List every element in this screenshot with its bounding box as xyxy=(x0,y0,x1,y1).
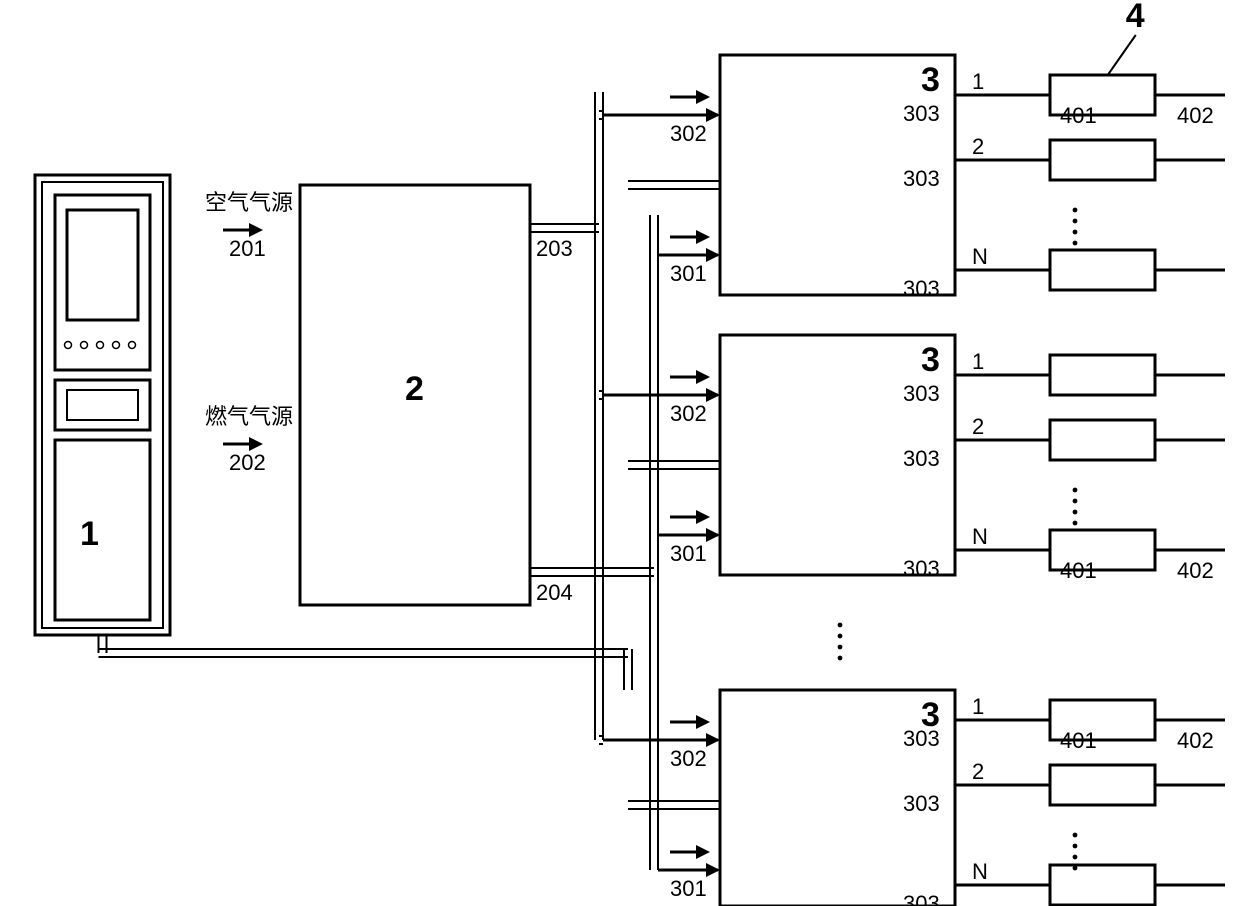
port-302-2: 302 xyxy=(670,746,707,771)
port-401-0-0: 401 xyxy=(1060,103,1097,128)
diagram-root: 12空气气源201燃气气源202203204330230130314014023… xyxy=(0,0,1240,906)
out-index-0-2: N xyxy=(972,244,988,269)
out-index-1-2: N xyxy=(972,524,988,549)
burner-box-0-2 xyxy=(1050,250,1155,290)
burner-box-1-1 xyxy=(1050,420,1155,460)
control-bus xyxy=(99,635,629,657)
port-402-0-0: 402 xyxy=(1177,103,1214,128)
out-index-2-1: 2 xyxy=(972,759,984,784)
port-301-1: 301 xyxy=(670,541,707,566)
fuel-source-num: 202 xyxy=(229,450,266,475)
port-303-2-0: 303 xyxy=(903,726,940,751)
fuel-source-label: 燃气气源 xyxy=(205,404,293,429)
port-303-2-1: 303 xyxy=(903,791,940,816)
air-source-label: 空气气源 xyxy=(205,190,293,215)
port-204: 204 xyxy=(536,580,573,605)
port-402-1-2: 402 xyxy=(1177,558,1214,583)
port-303-2-2: 303 xyxy=(903,891,940,906)
out-index-0-1: 2 xyxy=(972,134,984,159)
port-302-1: 302 xyxy=(670,401,707,426)
marker-4-label: 4 xyxy=(1126,0,1145,35)
controller-box: 1 xyxy=(35,175,170,635)
vertical-buses: 203 204 xyxy=(530,92,658,870)
box3-label-1: 3 xyxy=(921,341,940,379)
distributor-group-1: 3 302 301 303 1 303 2 303 N 401 402 xyxy=(599,335,1225,583)
burner-box-2-2 xyxy=(1050,865,1155,905)
box1-label: 1 xyxy=(80,515,99,553)
port-401-1-2: 401 xyxy=(1060,558,1097,583)
distributor-group-0: 3 302 301 303 1 401 402 303 2 303 N xyxy=(599,55,1225,301)
burner-box-1-0 xyxy=(1050,355,1155,395)
port-302-0: 302 xyxy=(670,121,707,146)
port-303-1-1: 303 xyxy=(903,446,940,471)
premix-box: 2 空气气源 201 燃气气源 202 xyxy=(205,185,530,605)
port-402-2-0: 402 xyxy=(1177,728,1214,753)
box2-label: 2 xyxy=(405,370,424,408)
air-source-num: 201 xyxy=(229,236,266,261)
port-303-1-2: 303 xyxy=(903,556,940,581)
box3-label-0: 3 xyxy=(921,61,940,99)
port-301-2: 301 xyxy=(670,876,707,901)
port-401-2-0: 401 xyxy=(1060,728,1097,753)
port-203: 203 xyxy=(536,236,573,261)
port-303-0-0: 303 xyxy=(903,101,940,126)
burner-box-2-1 xyxy=(1050,765,1155,805)
port-301-0: 301 xyxy=(670,261,707,286)
out-index-1-0: 1 xyxy=(972,349,984,374)
out-index-1-1: 2 xyxy=(972,414,984,439)
out-index-0-0: 1 xyxy=(972,69,984,94)
port-303-1-0: 303 xyxy=(903,381,940,406)
port-303-0-2: 303 xyxy=(903,276,940,301)
port-303-0-1: 303 xyxy=(903,166,940,191)
out-index-2-0: 1 xyxy=(972,694,984,719)
distributor-group-2: 330230130314014023032303N xyxy=(599,690,1225,906)
burner-box-0-1 xyxy=(1050,140,1155,180)
out-index-2-2: N xyxy=(972,859,988,884)
marker-4: 4 xyxy=(1108,0,1145,75)
